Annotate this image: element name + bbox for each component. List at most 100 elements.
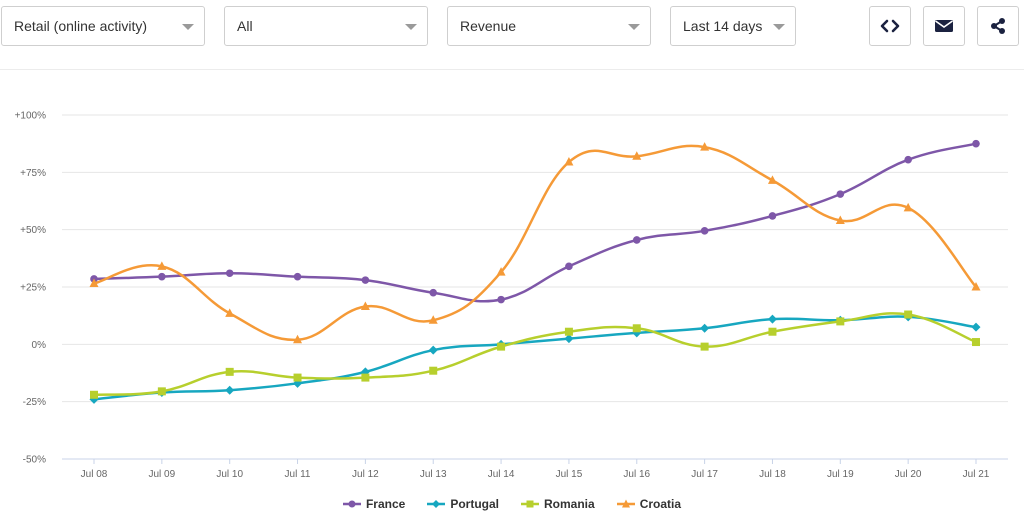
data-point-portugal xyxy=(767,314,777,324)
metric-select-value: Revenue xyxy=(460,18,517,34)
x-tick-label: Jul 17 xyxy=(691,469,718,480)
legend-item-romania[interactable]: Romania xyxy=(521,497,595,511)
data-point-croatia xyxy=(293,334,303,344)
legend-label: Portugal xyxy=(450,497,499,511)
dataset-select[interactable]: Retail (online activity) xyxy=(1,6,205,46)
legend-label: Romania xyxy=(544,497,595,511)
y-tick-label: +100% xyxy=(15,111,47,122)
filter-select-value: All xyxy=(237,18,253,34)
data-point-france xyxy=(632,236,641,244)
x-tick-label: Jul 09 xyxy=(149,469,176,480)
data-point-france xyxy=(565,262,573,271)
x-tick-label: Jul 10 xyxy=(216,469,243,480)
data-point-portugal xyxy=(225,385,235,395)
data-point-france xyxy=(700,227,709,235)
dataset-select-value: Retail (online activity) xyxy=(14,18,148,34)
metric-select[interactable]: Revenue xyxy=(447,6,651,46)
data-point-france xyxy=(904,155,912,164)
share-icon xyxy=(991,18,1005,34)
y-tick-label: +25% xyxy=(20,283,46,294)
x-tick-label: Jul 20 xyxy=(895,469,922,480)
y-tick-label: -25% xyxy=(23,397,46,408)
data-point-france xyxy=(361,276,370,284)
data-point-romania xyxy=(90,390,98,399)
chevron-down-icon xyxy=(182,24,194,30)
data-point-croatia xyxy=(428,315,438,324)
period-select[interactable]: Last 14 days xyxy=(670,6,796,46)
data-point-croatia xyxy=(632,151,642,160)
data-point-portugal xyxy=(428,345,438,355)
data-point-romania xyxy=(632,324,641,333)
data-point-romania xyxy=(700,342,709,351)
envelope-icon xyxy=(935,20,953,32)
line-chart: +100% +75% +50% +25% 0% -25% -50% Jul 08 Jul 09 J… xyxy=(15,111,1008,480)
legend-label: Croatia xyxy=(639,497,682,511)
y-tick-label: -50% xyxy=(23,455,46,466)
data-point-france xyxy=(497,295,505,304)
data-point-france xyxy=(158,272,166,281)
data-point-romania xyxy=(497,342,506,351)
data-point-portugal xyxy=(971,322,981,332)
x-tick-label: Jul 19 xyxy=(827,469,854,480)
data-point-france xyxy=(429,288,438,297)
series-line-portugal xyxy=(93,315,977,401)
data-point-france xyxy=(836,190,845,198)
data-point-croatia xyxy=(225,308,235,317)
x-tick-label: Jul 18 xyxy=(759,469,786,480)
chevron-down-icon xyxy=(405,24,417,30)
data-point-croatia xyxy=(903,202,913,212)
data-point-croatia xyxy=(767,175,777,184)
series-line-france xyxy=(93,142,977,303)
series-line-romania xyxy=(93,312,977,397)
x-tick-label: Jul 21 xyxy=(963,469,990,480)
data-point-croatia xyxy=(835,215,845,224)
data-point-croatia xyxy=(496,267,506,276)
legend-item-france[interactable]: France xyxy=(342,497,406,511)
data-point-romania xyxy=(157,387,166,396)
toolbar: Retail (online activity) All Revenue Las… xyxy=(0,0,1024,70)
data-point-portugal xyxy=(564,334,574,344)
series-line-croatia xyxy=(93,144,977,342)
data-point-romania xyxy=(904,310,913,319)
data-point-croatia xyxy=(89,278,99,288)
embed-button[interactable] xyxy=(869,6,911,46)
data-point-croatia xyxy=(157,261,167,270)
data-point-portugal xyxy=(700,323,710,333)
x-tick-label: Jul 14 xyxy=(488,469,515,480)
data-point-romania xyxy=(972,338,980,347)
data-point-romania xyxy=(564,327,573,336)
data-point-romania xyxy=(429,366,438,375)
x-tick-label: Jul 15 xyxy=(556,469,583,480)
y-tick-label: 0% xyxy=(32,340,47,351)
period-select-value: Last 14 days xyxy=(683,18,763,34)
legend-item-croatia[interactable]: Croatia xyxy=(616,497,682,511)
x-tick-label: Jul 08 xyxy=(81,469,108,480)
legend-swatch xyxy=(521,500,539,508)
data-point-romania xyxy=(361,373,370,382)
chart-legend: France Portugal Romania Croatia xyxy=(0,494,1024,514)
legend-swatch xyxy=(342,500,361,508)
data-point-romania xyxy=(293,373,302,382)
legend-label: France xyxy=(365,497,406,511)
data-point-france xyxy=(768,212,777,220)
share-button[interactable] xyxy=(977,6,1019,46)
data-point-france xyxy=(972,139,980,148)
filter-select[interactable]: All xyxy=(224,6,428,46)
legend-item-portugal[interactable]: Portugal xyxy=(427,497,499,511)
data-point-france xyxy=(225,269,234,278)
data-point-romania xyxy=(836,317,845,326)
data-point-croatia xyxy=(700,142,710,151)
y-tick-label: +75% xyxy=(20,168,46,179)
email-button[interactable] xyxy=(923,6,965,46)
data-point-croatia xyxy=(360,301,370,310)
data-point-romania xyxy=(225,367,234,376)
x-tick-label: Jul 12 xyxy=(352,469,379,480)
data-point-romania xyxy=(768,327,777,336)
chevron-down-icon xyxy=(628,24,640,30)
data-point-france xyxy=(293,272,302,281)
x-tick-label: Jul 11 xyxy=(285,469,311,480)
data-point-croatia xyxy=(971,282,981,291)
code-icon xyxy=(880,19,900,33)
data-point-croatia xyxy=(564,157,574,166)
x-tick-label: Jul 16 xyxy=(623,469,650,480)
